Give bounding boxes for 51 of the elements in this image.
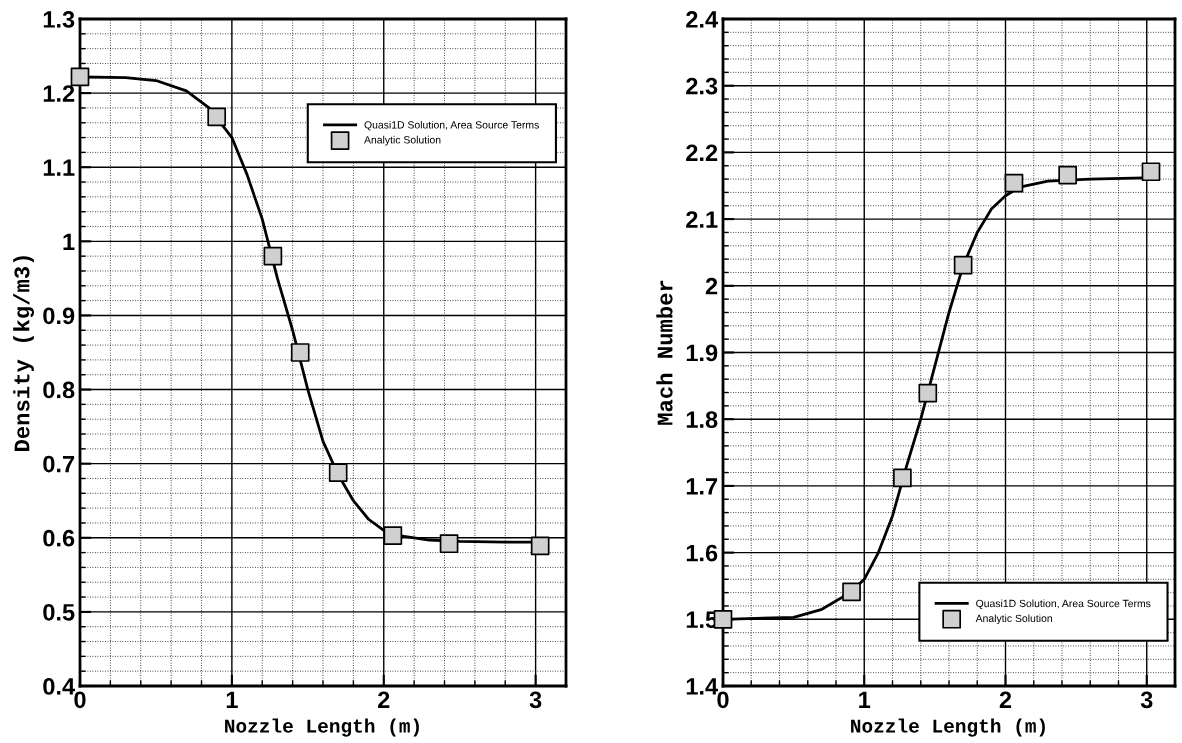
point [439, 534, 459, 554]
point [953, 255, 973, 275]
x-tick-label: 2 [999, 691, 1012, 708]
point [70, 67, 90, 87]
y-tick-label: 0.6 [43, 529, 75, 547]
y-tick-label: 1.3 [43, 11, 75, 28]
point [893, 468, 912, 488]
y-tick-label: 2.4 [686, 11, 719, 28]
x-axis-title: Nozzle Length (m) [851, 718, 1045, 737]
y-axis-title: Mach Number [656, 280, 673, 425]
point [918, 383, 938, 403]
y-tick-label: 1.4 [686, 678, 719, 695]
y-tick-label: 0.8 [43, 381, 75, 399]
x-tick-label: 2 [378, 691, 390, 708]
y-tick-label: 2 [705, 277, 718, 295]
y-tick-label: 0.5 [43, 603, 75, 621]
point [1141, 162, 1161, 182]
legend-label: Analytic Solution [975, 614, 1052, 625]
point [530, 536, 550, 556]
y-axis-title: Density (kg/m3) [13, 256, 34, 452]
point [383, 526, 403, 545]
point [207, 107, 227, 127]
point [1058, 165, 1077, 185]
x-tick-label: 0 [717, 691, 729, 709]
y-tick-label: 1 [63, 233, 75, 250]
y-tick-label: 2.1 [686, 211, 718, 228]
y-tick-label: 0.7 [43, 455, 75, 473]
x-tick-label: 1 [859, 691, 871, 708]
y-tick-label: 1.9 [686, 344, 718, 362]
y-tick-label: 1.6 [686, 544, 718, 562]
point [1004, 173, 1024, 193]
y-tick-label: 2.2 [686, 144, 718, 161]
y-tick-label: 1.8 [686, 411, 718, 428]
x-tick-label: 1 [226, 691, 238, 708]
y-tick-label: 0.4 [43, 678, 76, 695]
point [842, 582, 861, 602]
x-tick-label: 0 [74, 691, 86, 709]
point [328, 463, 348, 482]
y-tick-label: 0.9 [43, 307, 75, 325]
x-axis-title: Nozzle Length (m) [225, 718, 419, 737]
y-tick-label: 2.3 [686, 77, 718, 95]
legend-label: Quasi1D Solution, Area Source Terms [976, 599, 1151, 609]
point [290, 343, 310, 362]
x-tick-label: 3 [529, 691, 542, 709]
point [263, 246, 283, 266]
y-tick-label: 1.2 [43, 85, 75, 102]
x-tick-label: 3 [1140, 691, 1153, 709]
legend-label: Analytic Solution [364, 135, 441, 146]
legend-label: Quasi1D Solution, Area Source Terms [364, 120, 539, 131]
y-tick-label: 1.7 [686, 478, 718, 495]
y-tick-label: 1.1 [43, 159, 75, 176]
